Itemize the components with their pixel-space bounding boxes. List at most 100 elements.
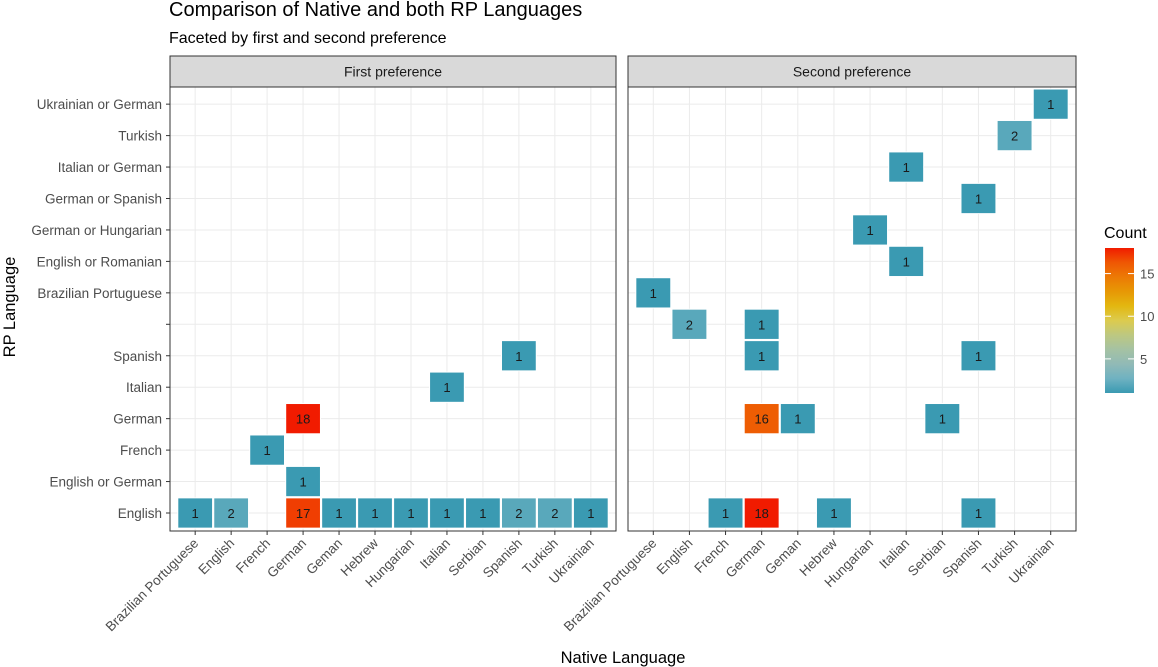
panel-background [170,87,616,531]
heatmap-cell: 1 [321,497,357,529]
heatmap-tile [671,308,708,340]
heatmap-cell: 1 [888,151,925,183]
legend-tick-label: 10 [1140,309,1154,324]
cell-count-label: 2 [515,506,522,521]
heatmap-tile [177,497,214,529]
legend-tick-label: 5 [1140,352,1147,367]
cell-count-label: 1 [587,506,594,521]
heatmap-tile [779,403,816,435]
y-axis-title: RP Language [1,257,19,358]
y-tick-label: German [113,412,162,427]
heatmap-tile [501,497,537,529]
y-tick-label: English or German [49,475,162,490]
y-tick-label: Italian or German [58,160,162,175]
cell-count-label: 1 [866,223,873,238]
cell-count-label: 1 [192,506,199,521]
x-tick-label: Brazilian Portuguese [103,536,202,635]
heatmap-cell: 17 [285,497,321,529]
y-tick-label: Ukrainian or German [37,97,162,112]
x-axis-title: Native Language [561,649,686,667]
heatmap-cell: 1 [888,245,925,278]
cell-count-label: 1 [479,506,486,521]
cell-count-label: 2 [551,506,558,521]
heatmap-tile [815,497,852,529]
heatmap-cell: 1 [960,497,997,529]
x-tick-label: Geman [762,536,804,578]
x-tick-label: English [195,536,237,578]
cell-count-label: 18 [754,506,768,521]
heatmap-tile [635,277,672,309]
cell-count-label: 1 [903,254,910,269]
cell-count-label: 1 [371,506,378,521]
heatmap-tile [572,497,609,529]
cell-count-label: 1 [975,506,982,521]
cell-count-label: 1 [299,475,306,490]
heatmap-tile [501,340,537,372]
legend-title: Count [1104,225,1147,242]
cell-count-label: 1 [758,317,765,332]
cell-count-label: 2 [686,317,693,332]
heatmap-cell: 1 [465,497,501,529]
heatmap-cell: 1 [429,371,465,403]
cell-count-label: 1 [407,506,414,521]
facet-second-preference: Second preference 1 18 1 1 16 1 1 1 1 2 1 1 1 1 1 1 2 1 Bra… [561,55,1077,634]
heatmap-cell: 1 [960,340,997,372]
facet-strip [627,55,1077,88]
cell-count-label: 1 [443,506,450,521]
x-axis: Brazilian PortugueseEnglishFrenchGermanG… [103,531,597,634]
heatmap-tile [888,151,925,183]
x-tick-label: English [654,536,696,578]
chart-title: Comparison of Native and both RP Languag… [169,0,582,21]
cell-count-label: 1 [830,506,837,521]
heatmap-cell: 1 [177,497,214,529]
heatmap-cell: 2 [996,119,1033,152]
heatmap-cell: 1 [635,277,672,309]
heatmap-tile [743,340,780,372]
heatmap-tile [393,497,429,529]
cell-count-label: 1 [975,349,982,364]
heatmap-cell: 1 [743,308,780,340]
cell-count-label: 1 [903,160,910,175]
heatmap-tile [429,497,465,529]
x-tick-label: German [264,536,309,581]
heatmap-tile [285,465,321,498]
heatmap-cell: 1 [1032,88,1069,120]
cell-count-label: 1 [1047,97,1054,112]
heatmap-cell: 1 [743,340,780,372]
facet-panels: First preference 1 2 17 1 1 1 1 1 2 2 1 1 1 18 1 1 Brazil… [103,55,1077,634]
heatmap-tile [996,119,1033,152]
heatmap-cell: 1 [815,497,852,529]
chart-subtitle: Faceted by first and second preference [169,30,447,47]
heatmap-tile [249,434,285,466]
count-legend: Count 5 10 15 [1104,225,1154,393]
legend-tick-label: 15 [1140,267,1154,282]
heatmap-tile [536,497,573,529]
cell-count-label: 1 [722,506,729,521]
y-tick-label: German or Hungarian [31,223,162,238]
heatmap-tile [707,497,744,529]
y-tick-label: Brazilian Portuguese [37,286,162,301]
y-tick-label: French [120,443,162,458]
heatmap-tile [285,403,321,435]
heatmap-tile [465,497,501,529]
heatmap-cell: 1 [572,497,609,529]
heatmap-cell: 2 [501,497,537,529]
facet-strip-label: Second preference [793,64,912,80]
y-tick-label: German or Spanish [45,192,162,207]
heatmap-tile [743,308,780,340]
cell-count-label: 1 [515,349,522,364]
heatmap-tile [743,403,780,435]
heatmap-tile [924,403,961,435]
heatmap-cell: 16 [743,403,780,435]
heatmap-tile [321,497,357,529]
heatmap-tile [960,340,997,372]
heatmap-cell: 2 [536,497,573,529]
cell-count-label: 16 [754,412,768,427]
heatmap-cell: 1 [285,465,321,498]
heatmap-cell: 18 [743,497,780,529]
heatmap-cell: 1 [707,497,744,529]
x-tick-label: Spanish [939,536,984,581]
panel-gridlines [170,87,616,531]
cell-count-label: 1 [443,380,450,395]
